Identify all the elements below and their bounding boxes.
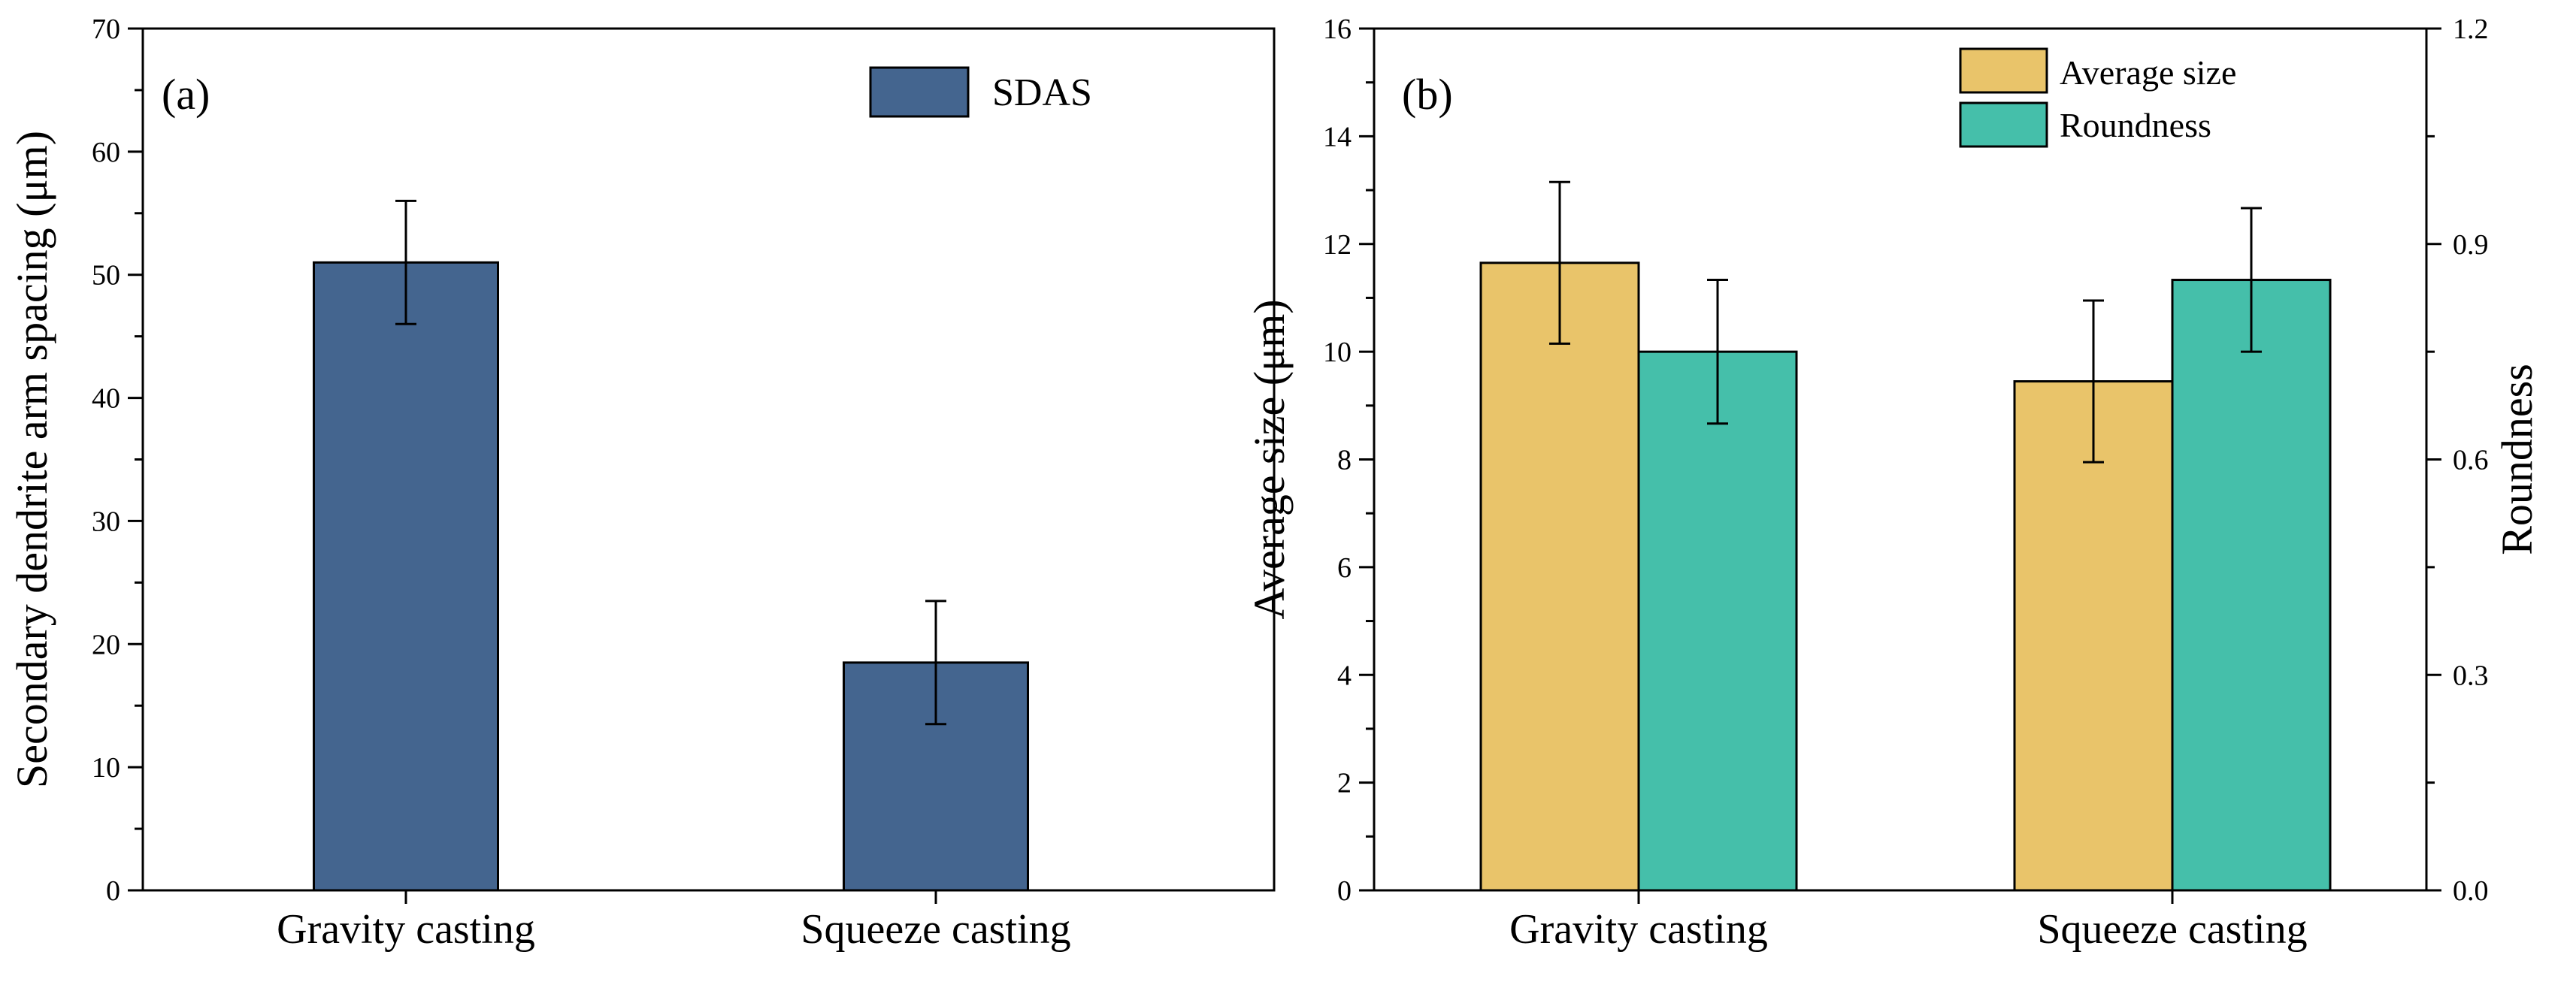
y-tick-label-b: 14	[1323, 121, 1352, 153]
legend-swatch-roundness	[1959, 101, 2048, 148]
y-tick-label-b: 10	[1323, 337, 1352, 368]
y-tick-label-a: 40	[92, 383, 120, 415]
y-tick-label-a: 50	[92, 260, 120, 292]
x-category-label-b: Gravity casting	[1509, 906, 1768, 953]
y-tick-label-b: 8	[1337, 445, 1352, 476]
x-category-label-b: Squeeze casting	[2037, 906, 2307, 953]
bar-roundness	[1637, 350, 1798, 892]
y2-axis-title-b: Roundness	[2493, 364, 2541, 555]
bar-average-size	[1479, 261, 1640, 892]
legend-swatch-sdas	[869, 66, 970, 118]
y-tick-label-a: 0	[106, 875, 120, 907]
bar-roundness	[2171, 279, 2332, 892]
plot-frame-a	[141, 27, 1276, 892]
y-tick-label-b: 0	[1337, 875, 1352, 907]
x-category-label-a: Gravity casting	[277, 906, 535, 953]
chart-a: 0 10 20 30 40 50 60 70 Gravity casting Squeeze ca…	[8, 14, 1276, 953]
y2-tick-label-b: 0.6	[2453, 445, 2489, 476]
bar-average-size	[2013, 380, 2174, 892]
y-tick-label-b: 2	[1337, 768, 1352, 799]
x-category-label-a: Squeeze casting	[801, 906, 1070, 953]
y-tick-label-b: 12	[1323, 229, 1352, 261]
y2-tick-label-b: 0.3	[2453, 660, 2489, 691]
legend-label-sdas: SDAS	[992, 71, 1092, 114]
y-tick-label-a: 30	[92, 506, 120, 537]
y-tick-label-a: 10	[92, 752, 120, 784]
y-tick-label-a: 20	[92, 629, 120, 660]
y-axis-title-a: Secondary dendrite arm spacing (μm)	[8, 131, 56, 788]
legend-label-roundness: Roundness	[2060, 106, 2211, 144]
bar-sdas	[313, 261, 499, 892]
y-axis-title-b: Average size (μm)	[1245, 299, 1294, 619]
y2-tick-label-b: 0.0	[2453, 875, 2489, 907]
panel-label-a: (a)	[162, 70, 210, 119]
panel-label-b: (b)	[1402, 70, 1453, 119]
y-tick-label-b: 6	[1337, 552, 1352, 584]
legend-label-average-size: Average size	[2060, 53, 2236, 92]
y-tick-label-a: 70	[92, 14, 120, 45]
y-tick-label-b: 16	[1323, 14, 1352, 45]
y2-tick-label-b: 1.2	[2453, 14, 2489, 45]
y-tick-label-b: 4	[1337, 660, 1352, 691]
y2-tick-label-b: 0.9	[2453, 229, 2489, 261]
y-tick-label-a: 60	[92, 137, 120, 168]
legend-swatch-average-size	[1959, 47, 2048, 94]
chart-b: 0 2 4 6 8 10 12 14 16 0.0 0.3 0.6 0.9 1.2 Gravity cast…	[1245, 14, 2541, 953]
